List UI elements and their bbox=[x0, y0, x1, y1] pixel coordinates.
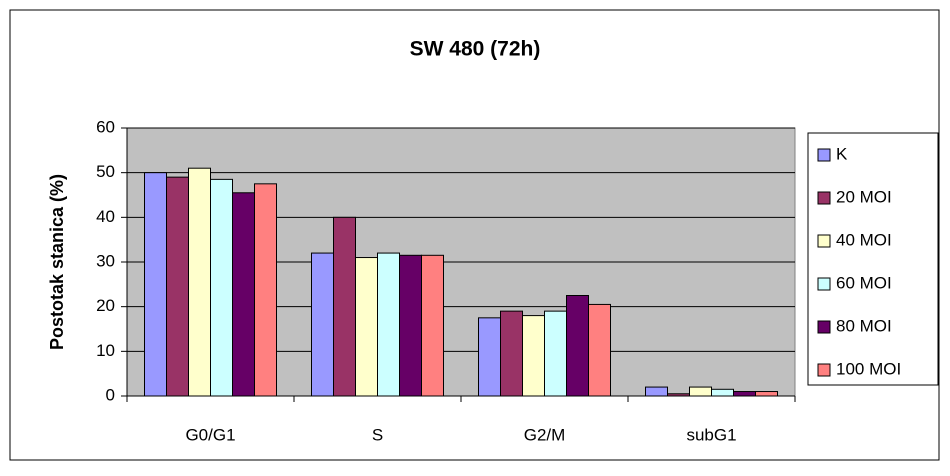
legend-label: K bbox=[836, 144, 848, 163]
y-tick-label: 50 bbox=[96, 162, 115, 181]
y-tick-label: 20 bbox=[96, 296, 115, 315]
bar bbox=[544, 310, 567, 397]
legend-label: 60 MOI bbox=[836, 273, 892, 292]
bar bbox=[689, 386, 712, 397]
bar bbox=[399, 254, 422, 397]
bar bbox=[166, 176, 189, 397]
bar bbox=[377, 252, 400, 397]
x-tick-label: subG1 bbox=[686, 425, 736, 444]
chart-title: SW 480 (72h) bbox=[410, 38, 541, 61]
y-axis-label: Postotak stanica (%) bbox=[47, 174, 67, 350]
bar bbox=[254, 183, 277, 397]
bar bbox=[522, 315, 545, 397]
legend-box bbox=[807, 132, 939, 386]
legend-swatch bbox=[817, 191, 831, 205]
x-tick-label: S bbox=[372, 425, 383, 444]
bar bbox=[210, 178, 233, 397]
bar bbox=[355, 257, 378, 397]
bar bbox=[733, 391, 756, 397]
bar bbox=[421, 254, 444, 397]
legend-label: 100 MOI bbox=[836, 359, 901, 378]
y-tick-label: 60 bbox=[96, 117, 115, 136]
bar bbox=[188, 167, 211, 397]
bar bbox=[755, 391, 778, 397]
legend-label: 80 MOI bbox=[836, 316, 892, 335]
bar bbox=[478, 317, 501, 397]
bar bbox=[645, 386, 668, 397]
bar bbox=[333, 216, 356, 397]
legend-swatch bbox=[817, 320, 831, 334]
legend-label: 20 MOI bbox=[836, 187, 892, 206]
bar bbox=[711, 388, 734, 397]
y-tick-label: 40 bbox=[96, 207, 115, 226]
y-tick-label: 10 bbox=[96, 341, 115, 360]
y-tick-label: 30 bbox=[96, 251, 115, 270]
bar bbox=[667, 393, 690, 397]
legend-swatch bbox=[817, 363, 831, 377]
legend-label: 40 MOI bbox=[836, 230, 892, 249]
bar bbox=[232, 192, 255, 397]
bar bbox=[588, 303, 611, 397]
x-tick-label: G0/G1 bbox=[185, 425, 235, 444]
bar bbox=[311, 252, 334, 397]
bar bbox=[566, 295, 589, 397]
bar bbox=[144, 172, 167, 397]
legend-swatch bbox=[817, 234, 831, 248]
bar bbox=[500, 310, 523, 397]
y-tick-label: 0 bbox=[106, 385, 115, 404]
legend-swatch bbox=[817, 277, 831, 291]
legend-swatch bbox=[817, 148, 831, 162]
x-tick-label: G2/M bbox=[524, 425, 566, 444]
